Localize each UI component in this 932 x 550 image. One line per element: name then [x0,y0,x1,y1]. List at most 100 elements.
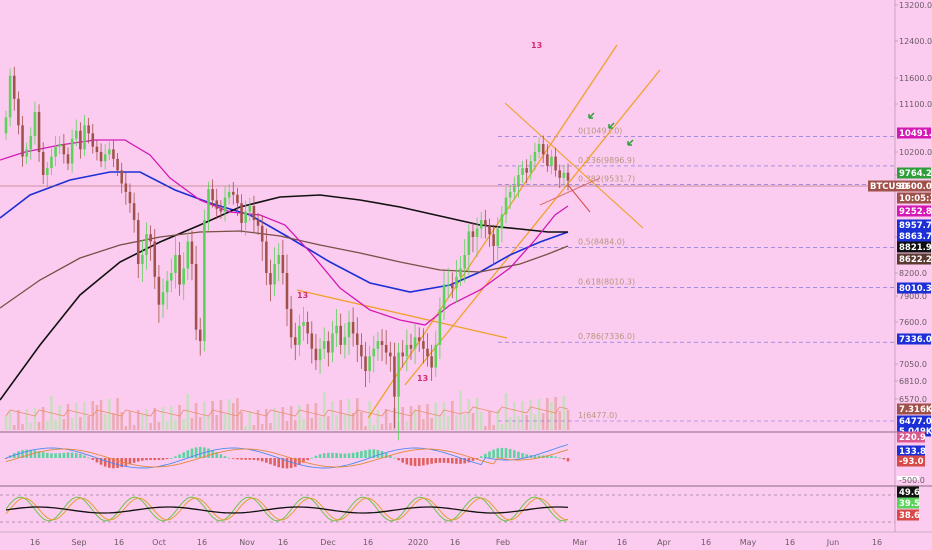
volume-bar [285,421,289,430]
macd-histogram-bar [318,454,322,458]
candle-body [203,220,206,342]
stoch-marker-badge [897,509,919,521]
candle-body [438,309,442,345]
candle-body [298,325,301,345]
candle-body [116,158,119,171]
price-marker-label: 10:05:34 [899,194,932,204]
volume-bar [153,408,157,430]
candle-body [174,255,177,273]
candle-body [124,183,128,192]
volume-bar [360,412,363,430]
macd-histogram-bar [376,449,380,458]
candle-body [293,337,297,345]
macd-histogram-bar [116,458,119,469]
volume-bar [194,403,198,430]
macd-histogram-bar [442,458,446,463]
price-axis-tick: 7050.0 [899,360,927,369]
time-axis-tick: 16 [450,538,460,547]
up-arrow-icon [627,139,634,146]
volume-bar [277,412,281,430]
price-axis-tick: 8200.0 [899,269,927,278]
candle-body [355,333,359,345]
volume-bar [174,420,177,430]
candle-body [285,273,289,309]
macd-histogram-bar [37,451,41,458]
stoch-marker-label: 39.5 [899,499,920,509]
macd-histogram-bar [459,458,462,464]
volume-bar [83,402,86,430]
time-axis-tick: 16 [114,538,124,547]
time-axis[interactable]: 16 Sep 16 Oct 16 Nov 16 Dec 16 2020 16 Feb Mar 16 Apr 1… [30,538,882,547]
candle-body [17,98,20,126]
macd-histogram-bar [190,448,194,458]
candle-body [46,168,49,175]
time-axis-tick: Nov [239,538,255,547]
candle-body [170,273,173,281]
price-marker-label: 10491.0 [899,129,932,139]
candle-body [29,136,33,150]
volume-bar [343,414,347,430]
volume-bar [178,405,181,430]
channel-upper-line [367,44,618,419]
fib-retracement: 0(10491.0) 0.236(9896.9) 0.382(9531.7) 0.5(… [498,126,895,422]
volume-bar [236,398,239,430]
price-marker-badge [897,219,931,231]
macd-histogram-bar [558,457,562,459]
fib-level-label: 0.5(8484.0) [578,237,625,246]
volume-bar [79,417,82,430]
volume-bar [70,418,74,430]
candle-body [496,228,500,246]
price-marker-label: 8010.3 [899,284,932,294]
price-marker-badge [897,241,931,253]
volume-bar [438,417,442,430]
candle-body [223,197,227,212]
candle-body [269,273,272,285]
volume-bar [248,411,252,430]
stoch-black-line [5,506,569,514]
macd-histogram-bar [108,458,111,468]
macd-histogram-bar [240,458,243,460]
macd-histogram-bar [335,453,338,458]
candle-body [360,344,363,357]
candle-body [517,175,520,187]
price-axis-tick: 11600.0 [899,74,932,83]
volume-bar [355,398,359,430]
macd-histogram-bar [149,458,152,461]
macd-axis-pad [897,476,919,480]
macd-histogram-bar [413,458,417,467]
candle-body [260,225,264,242]
time-axis-tick: 16 [197,538,207,547]
macd-histogram-bar [504,448,508,458]
volume-bar [87,416,90,430]
candle-body [136,220,140,264]
macd-histogram-bar [372,449,376,458]
candle-body [190,241,194,264]
volume-bar [25,409,28,430]
ma-magenta-line [0,139,569,326]
candle-body [99,152,103,162]
price-axis[interactable]: 13200.012400.011600.011100.010200.09700.… [895,1,932,485]
candle-body [128,191,132,204]
candle-body [442,284,446,309]
macd-histogram-bar [95,458,99,463]
annotations: 13 13 13 [297,41,634,383]
candle-body [161,292,165,305]
macd-histogram-bar [248,458,252,460]
volume-bar [33,408,37,430]
candle-body [550,156,553,166]
macd-histogram-bar [417,458,421,466]
volume-bar [12,425,16,430]
macd-histogram-bar [223,456,227,458]
candle-body [339,325,343,345]
macd-histogram-bar [269,458,272,465]
macd-histogram-bar [91,458,95,460]
macd-histogram-bar [566,458,570,462]
volume-bar [203,402,206,430]
macd-histogram-bar [322,453,326,458]
candle-body [165,280,169,293]
candle-body [87,125,90,134]
volume-bar [186,394,190,430]
macd-histogram-bar [273,458,276,466]
candles [4,66,570,441]
